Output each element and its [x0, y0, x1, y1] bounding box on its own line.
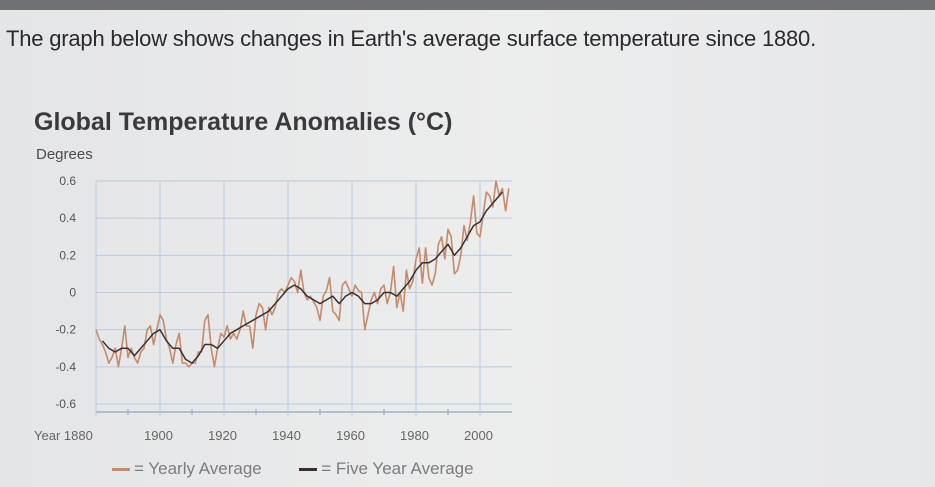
chart-tick-labels: 0.6 0.4 0.2 0 -0.2 -0.4 -0.6 Year 1880 1900 1920 1… — [34, 174, 493, 443]
x-tick-label: 1980 — [400, 428, 429, 443]
y-tick-label: -0.6 — [55, 397, 76, 411]
y-tick-label: 0.2 — [59, 248, 76, 262]
series-line-five-year-average — [101, 191, 503, 364]
legend-swatch-five-year — [299, 468, 318, 472]
x-tick-label: 2000 — [464, 428, 493, 443]
y-tick-label: 0.6 — [59, 174, 76, 188]
y-tick-label: 0 — [69, 286, 76, 300]
top-bar — [0, 0, 935, 10]
chart-title: Global Temperature Anomalies (°C) — [34, 108, 453, 136]
legend-label-yearly: = Yearly Average — [134, 459, 262, 478]
y-tick-label: -0.4 — [55, 360, 76, 374]
y-axis-unit-label: Degrees — [36, 146, 93, 163]
legend-swatch-yearly — [112, 468, 130, 472]
x-tick-label: 1900 — [144, 428, 173, 443]
y-tick-label: -0.2 — [55, 323, 76, 337]
x-tick-label: Year 1880 — [34, 428, 93, 443]
x-tick-label: 1960 — [336, 428, 365, 443]
chart-legend: = Yearly Average = Five Year Average — [112, 459, 474, 479]
chart-series — [95, 180, 510, 368]
y-tick-label: 0.4 — [59, 211, 76, 225]
question-text: The graph below shows changes in Earth's… — [6, 26, 817, 51]
series-line-yearly-average — [95, 180, 510, 368]
x-tick-label: 1940 — [272, 428, 301, 443]
x-tick-label: 1920 — [208, 428, 237, 443]
chart-gridlines — [95, 180, 512, 416]
legend-label-five-year: = Five Year Average — [321, 459, 474, 478]
